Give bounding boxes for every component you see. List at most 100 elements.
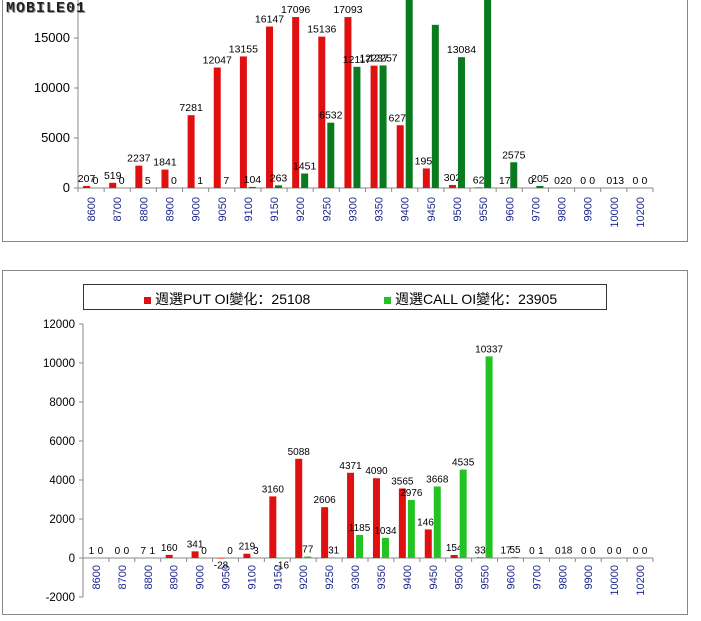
data-label-s2-8800: 5 (145, 175, 151, 187)
bar-s2-9250 (327, 123, 334, 188)
bar-s1-9100 (243, 554, 250, 558)
data-label-s1-9150: 3160 (262, 484, 285, 495)
bar-s2-9150 (275, 185, 282, 188)
legend-item-put: 週選PUT OI變化：25108 (144, 289, 310, 309)
bar-s2-9450 (434, 486, 441, 558)
data-label-s2-9100: 104 (244, 174, 262, 186)
bar-s2-9550 (486, 356, 493, 558)
data-label-s1-9350: 4090 (365, 466, 388, 477)
x-tick-label: 9550 (480, 565, 492, 589)
bar-s1-9450 (423, 168, 430, 188)
data-label-s2-9800: 18 (561, 546, 573, 557)
data-label-s1-9100: 13155 (229, 43, 258, 55)
x-tick-label: 9450 (428, 565, 440, 589)
x-tick-label: 9050 (217, 197, 229, 221)
bar-s1-9000 (192, 551, 199, 558)
data-label-s1-9300: 17093 (333, 4, 362, 16)
data-label-s2-9600: 55 (509, 545, 521, 556)
bar-s2-9350 (380, 65, 387, 188)
bar-s1-9300 (347, 473, 354, 558)
data-label-s2-8600: 0 (98, 546, 104, 557)
legend-swatch-put (144, 297, 151, 304)
y-tick-label: 15000 (34, 30, 70, 45)
data-label-s2-8900: 0 (171, 175, 177, 187)
x-tick-label: 9800 (557, 197, 569, 221)
legend-label-put: 週選PUT OI變化：25108 (155, 291, 310, 307)
x-tick-label: 8900 (164, 197, 176, 221)
bar-s2-9350 (382, 538, 389, 558)
bar-s1-8700 (109, 183, 116, 188)
data-label-s2-9000: 1 (197, 175, 203, 187)
x-tick-label: 9100 (246, 565, 258, 589)
x-tick-label: 10000 (609, 197, 621, 228)
bar-s1-9300 (344, 17, 351, 188)
data-label-s2-9100: 3 (253, 546, 259, 557)
bar-s2-9500 (458, 57, 465, 188)
data-label-s2-8700: 0 (119, 175, 125, 187)
data-label-s2-9600: 2575 (502, 149, 526, 161)
bar-s1-9150 (269, 496, 276, 558)
bar-s1-9550 (477, 557, 484, 558)
data-label-s1-9050: 12047 (203, 55, 232, 67)
y-tick-label: 12000 (43, 319, 75, 331)
data-label-s1-8600: 1 (89, 546, 95, 557)
y-tick-label: 6000 (49, 436, 75, 448)
data-label-s1-9150: 16147 (255, 14, 284, 26)
y-tick-label: 5000 (41, 130, 70, 145)
bar-s2-9600 (510, 162, 517, 188)
data-label-s1-9550: 62 (473, 174, 485, 186)
x-tick-label: 9250 (324, 565, 336, 589)
x-tick-label: 9600 (504, 197, 516, 221)
bar-s1-9500 (451, 555, 458, 558)
data-label-s1-9200: 17096 (281, 4, 310, 16)
x-tick-label: 9900 (583, 197, 595, 221)
y-tick-label: 0 (63, 180, 70, 195)
data-label-s2-9000: 0 (201, 546, 207, 557)
data-label-s2-9250: 31 (328, 545, 340, 556)
x-tick-label: 9200 (298, 565, 310, 589)
bar-s2-9300 (356, 535, 363, 558)
x-tick-label: 9700 (531, 565, 543, 589)
data-label-s1-9900: 0 (581, 546, 587, 557)
bar-s1-8900 (161, 170, 168, 188)
x-tick-label: 9550 (478, 197, 490, 221)
data-label-s1-10200: 0 (633, 175, 639, 187)
x-tick-label: 9300 (350, 565, 362, 589)
bar-s1-9050 (214, 68, 221, 188)
data-label-s1-9300: 4371 (339, 461, 362, 472)
bar-s2-9700 (536, 186, 543, 188)
x-tick-label: 9000 (191, 197, 203, 221)
data-label-s1-9700: 0 (529, 546, 535, 557)
x-tick-label: 9700 (530, 197, 542, 221)
x-tick-label: 9150 (269, 197, 281, 221)
bar-s1-9000 (188, 115, 195, 188)
bar-s2-9300 (353, 67, 360, 188)
data-label-s2-9150: -16 (275, 560, 290, 571)
x-tick-label: 10200 (635, 565, 647, 596)
mobile01-logo: MOBILE01 (6, 0, 86, 17)
y-tick-label: 0 (69, 553, 75, 565)
data-label-s2-8800: 1 (149, 546, 155, 557)
x-tick-label: 9500 (452, 197, 464, 221)
x-tick-label: 8600 (86, 197, 98, 221)
data-label-s2-9450: 3668 (426, 474, 449, 485)
bar-s1-9100 (240, 56, 247, 188)
data-label-s1-8900: 160 (161, 543, 178, 554)
bar-s2-9400 (406, 0, 413, 188)
x-tick-label: 9600 (506, 565, 518, 589)
data-label-s1-9550: 33 (475, 545, 487, 556)
y-tick-label: 2000 (49, 514, 75, 526)
x-tick-label: 9350 (374, 197, 386, 221)
data-label-s1-9000: 7281 (179, 102, 203, 114)
data-label-s2-9050: 7 (223, 175, 229, 187)
x-tick-label: 9100 (243, 197, 255, 221)
data-label-s2-9300: 12117 (343, 54, 372, 66)
data-label-s1-9800: 0 (555, 546, 561, 557)
x-tick-label: 9900 (583, 565, 595, 589)
data-label-s2-9200: 77 (302, 544, 314, 555)
data-label-s2-9900: 0 (589, 175, 595, 187)
bar-s1-9200 (295, 459, 302, 558)
bar-s2-9250 (330, 557, 337, 558)
bar-s1-9350 (373, 478, 380, 558)
